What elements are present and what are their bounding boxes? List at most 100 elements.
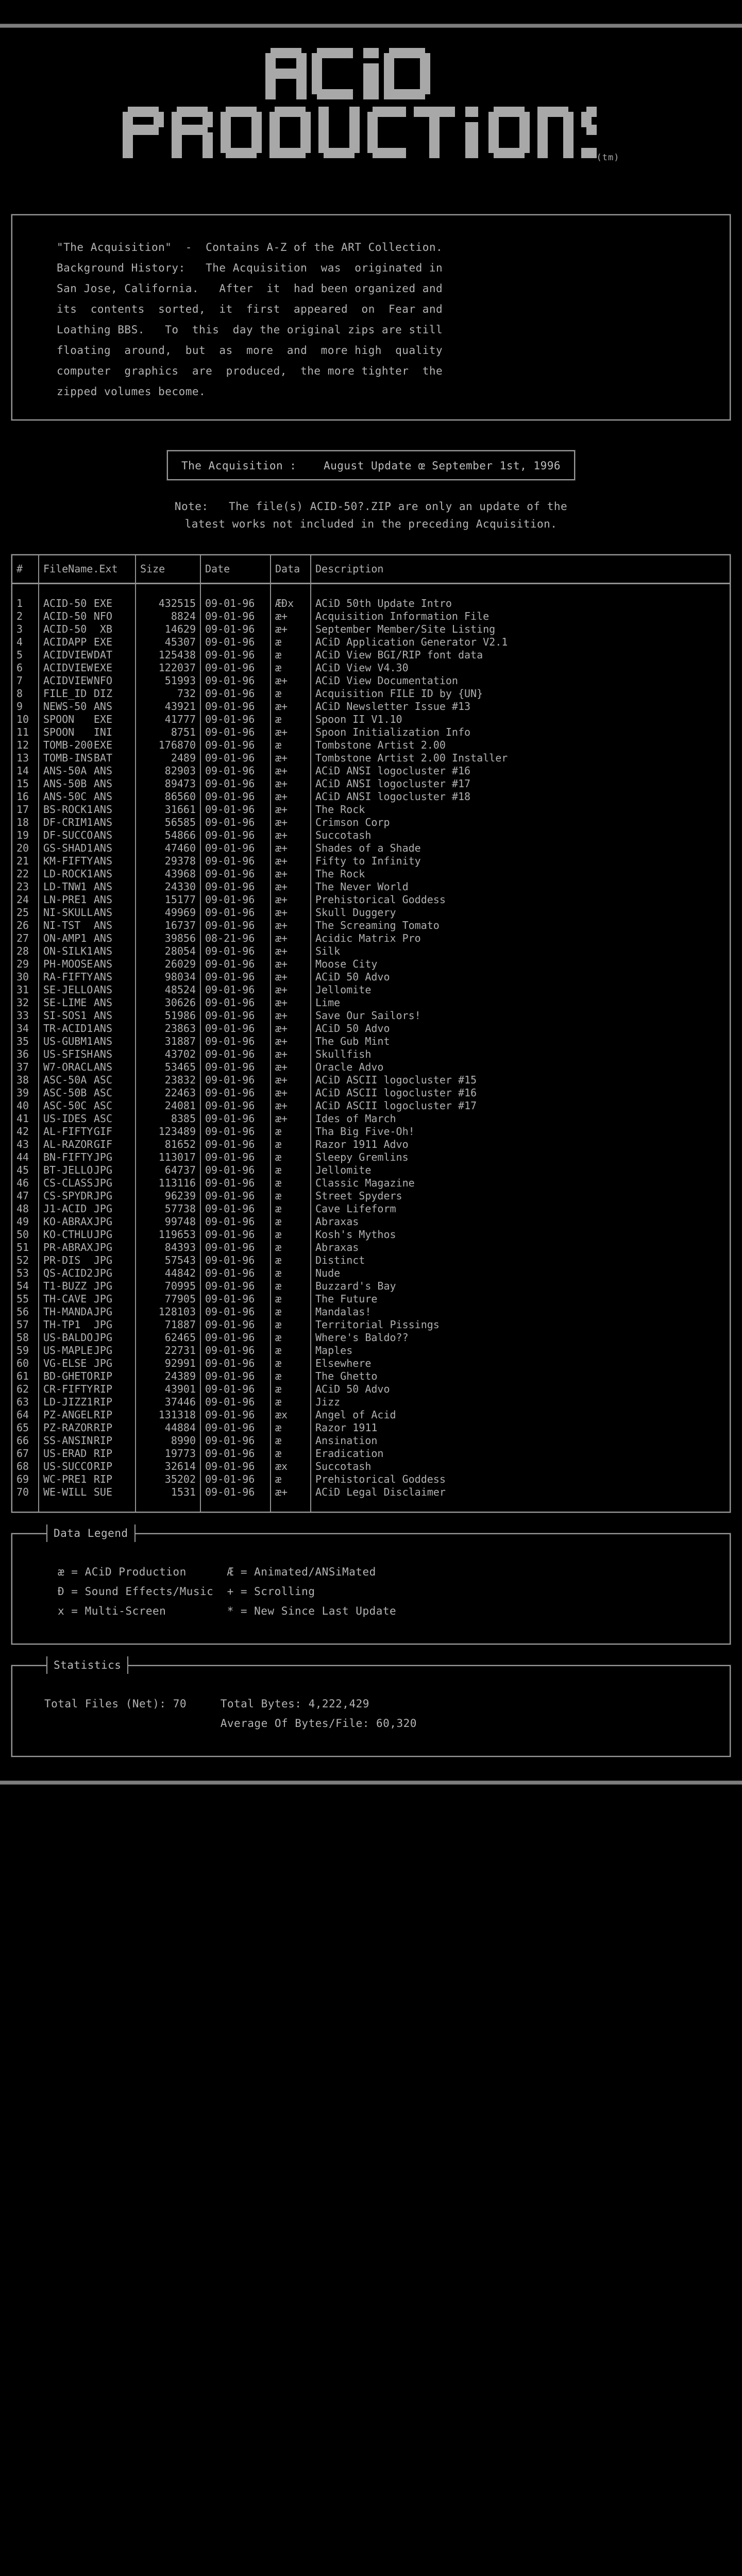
table-row[interactable]: 63 LD-JIZZ1RIP 37446 09-01-96 æ Jizz	[12, 1396, 730, 1409]
table-row[interactable]: 55 TH-CAVE JPG 77905 09-01-96 æ The Future	[12, 1293, 730, 1306]
table-row[interactable]: 52 PR-DIS JPG 57543 09-01-96 æ Distinct	[12, 1254, 730, 1267]
table-row[interactable]: 4 ACIDAPP EXE 45307 09-01-96 æ ACiD Applicatio…	[12, 636, 730, 649]
table-row[interactable]: 33 SI-SOS1 ANS 51986 09-01-96 æ+ Save Our Sail…	[12, 1009, 730, 1022]
table-row[interactable]: 19 DF-SUCCOANS 54866 09-01-96 æ+ Succotash	[12, 829, 730, 842]
table-row[interactable]: 27 ON-AMP1 ANS 39856 08-21-96 æ+ Acidic Matrix…	[12, 932, 730, 945]
table-row[interactable]: 16 ANS-50C ANS 86560 09-01-96 æ+ ACiD ANSI log…	[12, 790, 730, 803]
table-row[interactable]: 62 CR-FIFTYRIP 43901 09-01-96 æ ACiD 50 Advo	[12, 1383, 730, 1396]
table-row[interactable]: 22 LD-ROCK1ANS 43968 09-01-96 æ+ The Rock	[12, 868, 730, 880]
statistics-title: Statistics	[46, 1656, 129, 1674]
table-row[interactable]: 39 ASC-50B ASC 22463 09-01-96 æ+ ACiD ASCII lo…	[12, 1087, 730, 1099]
cell-date: 09-01-96	[200, 842, 271, 855]
table-row[interactable]: 13 TOMB-INSBAT 2489 09-01-96 æ+ Tombstone Art…	[12, 752, 730, 765]
cell-data-flags: æ+	[271, 932, 311, 945]
table-row[interactable]: 35 US-GUBM1ANS 31887 09-01-96 æ+ The Gub Mint	[12, 1035, 730, 1048]
cell-date: 09-01-96	[200, 1318, 271, 1331]
cell-date: 09-01-96	[200, 855, 271, 868]
table-row[interactable]: 30 RA-FIFTYANS 98034 09-01-96 æ+ ACiD 50 Advo	[12, 971, 730, 984]
table-row[interactable]: 68 US-SUCCORIP 32614 09-01-96 æx Succotash	[12, 1460, 730, 1473]
statistics-topline	[12, 1665, 730, 1666]
table-row[interactable]: 28 ON-SILK1ANS 28054 09-01-96 æ+ Silk	[12, 945, 730, 958]
table-row[interactable]: 44 BN-FIFTYJPG 113017 09-01-96 æ Sleepy Greml…	[12, 1151, 730, 1164]
table-row[interactable]: 14 ANS-50A ANS 82903 09-01-96 æ+ ACiD ANSI log…	[12, 765, 730, 777]
table-row[interactable]: 42 AL-FIFTYGIF 123489 09-01-96 æ Tha Big Five…	[12, 1125, 730, 1138]
table-row[interactable]: 54 T1-BUZZ JPG 70995 09-01-96 æ Buzzard's Bay	[12, 1280, 730, 1293]
table-row[interactable]: 6 ACIDVIEWEXE 122037 09-01-96 æ ACiD View V4.…	[12, 662, 730, 674]
table-row[interactable]: 53 QS-ACID2JPG 44842 09-01-96 æ Nude	[12, 1267, 730, 1280]
table-row[interactable]: 11 SPOON INI 8751 09-01-96 æ+ Spoon Initializa…	[12, 726, 730, 739]
table-row[interactable]: 32 SE-LIME ANS 30626 09-01-96 æ+ Lime	[12, 996, 730, 1009]
table-row[interactable]: 3 ACID-50 XB 14629 09-01-96 æ+ September Membe…	[12, 623, 730, 636]
table-row[interactable]: 29 PH-MOOSEANS 26029 09-01-96 æ+ Moose City	[12, 958, 730, 971]
table-row[interactable]: 64 PZ-ANGELRIP 131318 09-01-96 æx Angel of Ac…	[12, 1409, 730, 1421]
table-row[interactable]: 23 LD-TNW1 ANS 24330 09-01-96 æ+ The Never Wor…	[12, 880, 730, 893]
table-row[interactable]: 12 TOMB-200EXE 176870 09-01-96 æ Tombstone Ar…	[12, 739, 730, 752]
table-row[interactable]: 60 VG-ELSE JPG 92991 09-01-96 æ Elsewhere	[12, 1357, 730, 1370]
table-row[interactable]: 24 LN-PRE1 ANS 15177 09-01-96 æ+ Prehistorical…	[12, 893, 730, 906]
cell-index: 42	[12, 1125, 39, 1138]
table-row[interactable]: 45 BT-JELLOJPG 64737 09-01-96 æ Jellomite	[12, 1164, 730, 1177]
table-row[interactable]: 1 ACID-50 EXE 432515 09-01-96 ÆÐx ACiD 50th Up…	[12, 597, 730, 610]
cell-index: 33	[12, 1009, 39, 1022]
table-row[interactable]: 59 US-MAPLEJPG 22731 09-01-96 æ Maples	[12, 1344, 730, 1357]
table-row[interactable]: 31 SE-JELLOANS 48524 09-01-96 æ+ Jellomite	[12, 984, 730, 996]
table-row[interactable]: 15 ANS-50B ANS 89473 09-01-96 æ+ ACiD ANSI log…	[12, 777, 730, 790]
table-row[interactable]: 7 ACIDVIEWNFO 51993 09-01-96 æ+ ACiD View Doc…	[12, 674, 730, 687]
table-row[interactable]: 17 BS-ROCK1ANS 31661 09-01-96 æ+ The Rock	[12, 803, 730, 816]
cell-index: 57	[12, 1318, 39, 1331]
table-row[interactable]: 61 BD-GHETORIP 24389 09-01-96 æ The Ghetto	[12, 1370, 730, 1383]
cell-date: 09-01-96	[200, 1241, 271, 1254]
table-row[interactable]: 50 KO-CTHLUJPG 119653 09-01-96 æ Kosh's Mytho…	[12, 1228, 730, 1241]
table-row[interactable]: 5 ACIDVIEWDAT 125438 09-01-96 æ ACiD View BGI…	[12, 649, 730, 662]
table-row[interactable]: 65 PZ-RAZORRIP 44884 09-01-96 æ Razor 1911	[12, 1421, 730, 1434]
cell-description: Distinct	[315, 1254, 365, 1266]
cell-size: 82903	[136, 765, 201, 777]
table-row[interactable]: 47 CS-SPYDRJPG 96239 09-01-96 æ Street Spyder…	[12, 1190, 730, 1202]
table-row[interactable]: 48 J1-ACID JPG 57738 09-01-96 æ Cave Lifeform	[12, 1202, 730, 1215]
cell-size: 57738	[136, 1202, 201, 1215]
cell-size: 81652	[136, 1138, 201, 1151]
table-row[interactable]: 10 SPOON EXE 41777 09-01-96 æ Spoon II V1.10	[12, 713, 730, 726]
cell-size: 32614	[136, 1460, 201, 1473]
cell-index: 69	[12, 1473, 39, 1486]
table-row[interactable]: 8 FILE_ID DIZ 732 09-01-96 æ Acquisition FILE …	[12, 687, 730, 700]
table-row[interactable]: 25 NI-SKULLANS 49969 09-01-96 æ+ Skull Dugger…	[12, 906, 730, 919]
table-row[interactable]: 57 TH-TP1 JPG 71887 09-01-96 æ Territorial Pis…	[12, 1318, 730, 1331]
cell-index: 70	[12, 1486, 39, 1499]
table-row[interactable]: 70 WE-WILL SUE 1531 09-01-96 æ+ ACiD Legal Dis…	[12, 1486, 730, 1499]
table-row[interactable]: 26 NI-TST ANS 16737 09-01-96 æ+ The Screaming …	[12, 919, 730, 932]
cell-description: Mandalas!	[315, 1306, 372, 1318]
table-row[interactable]: 41 US-IDES ASC 8385 09-01-96 æ+ Ides of March	[12, 1112, 730, 1125]
table-row[interactable]: 20 GS-SHAD1ANS 47460 09-01-96 æ+ Shades of a …	[12, 842, 730, 855]
table-row[interactable]: 9 NEWS-50 ANS 43921 09-01-96 æ+ ACiD Newslette…	[12, 700, 730, 713]
table-row[interactable]: 2 ACID-50 NFO 8824 09-01-96 æ+ Acquisition Inf…	[12, 610, 730, 623]
cell-index: 13	[12, 752, 39, 765]
cell-index: 21	[12, 855, 39, 868]
table-row[interactable]: 37 W7-ORACLANS 53465 09-01-96 æ+ Oracle Advo	[12, 1061, 730, 1074]
cell-description: September Member/Site Listing	[315, 623, 496, 635]
table-row[interactable]: 18 DF-CRIM1ANS 56585 09-01-96 æ+ Crimson Corp	[12, 816, 730, 829]
table-row[interactable]: 58 US-BALDOJPG 62465 09-01-96 æ Where's Baldo…	[12, 1331, 730, 1344]
table-row[interactable]: 36 US-SFISHANS 43702 09-01-96 æ+ Skullfish	[12, 1048, 730, 1061]
cell-date: 09-01-96	[200, 1280, 271, 1293]
cell-date: 09-01-96	[200, 1215, 271, 1228]
table-row[interactable]: 34 TR-ACID1ANS 23863 09-01-96 æ+ ACiD 50 Advo	[12, 1022, 730, 1035]
table-row[interactable]: 43 AL-RAZORGIF 81652 09-01-96 æ Razor 1911 Ad…	[12, 1138, 730, 1151]
table-row[interactable]: 66 SS-ANSINRIP 8990 09-01-96 æ Ansination	[12, 1434, 730, 1447]
table-row[interactable]: 40 ASC-50C ASC 24081 09-01-96 æ+ ACiD ASCII lo…	[12, 1099, 730, 1112]
table-row[interactable]: 56 TH-MANDAJPG 128103 09-01-96 æ Mandalas!	[12, 1306, 730, 1318]
cell-filename: WC-PRE1 RIP	[39, 1473, 136, 1486]
cell-size: 2489	[136, 752, 201, 765]
cell-index: 63	[12, 1396, 39, 1409]
cell-date: 09-01-96	[200, 1486, 271, 1499]
table-row[interactable]: 69 WC-PRE1 RIP 35202 09-01-96 æ Prehistorical …	[12, 1473, 730, 1486]
table-row[interactable]: 21 KM-FIFTYANS 29378 09-01-96 æ+ Fifty to Inf…	[12, 855, 730, 868]
cell-date: 09-01-96	[200, 1254, 271, 1267]
table-row[interactable]: 67 US-ERAD RIP 19773 09-01-96 æ Eradication	[12, 1447, 730, 1460]
table-row[interactable]: 51 PR-ABRAXJPG 84393 09-01-96 æ Abraxas	[12, 1241, 730, 1254]
cell-data-flags: æ+	[271, 816, 311, 829]
table-row[interactable]: 38 ASC-50A ASC 23832 09-01-96 æ+ ACiD ASCII lo…	[12, 1074, 730, 1087]
table-row[interactable]: 46 CS-CLASSJPG 113116 09-01-96 æ Classic Maga…	[12, 1177, 730, 1190]
table-row[interactable]: 49 KO-ABRAXJPG 99748 09-01-96 æ Abraxas	[12, 1215, 730, 1228]
intro-line-6: computer graphics are produced, the more…	[57, 365, 443, 377]
